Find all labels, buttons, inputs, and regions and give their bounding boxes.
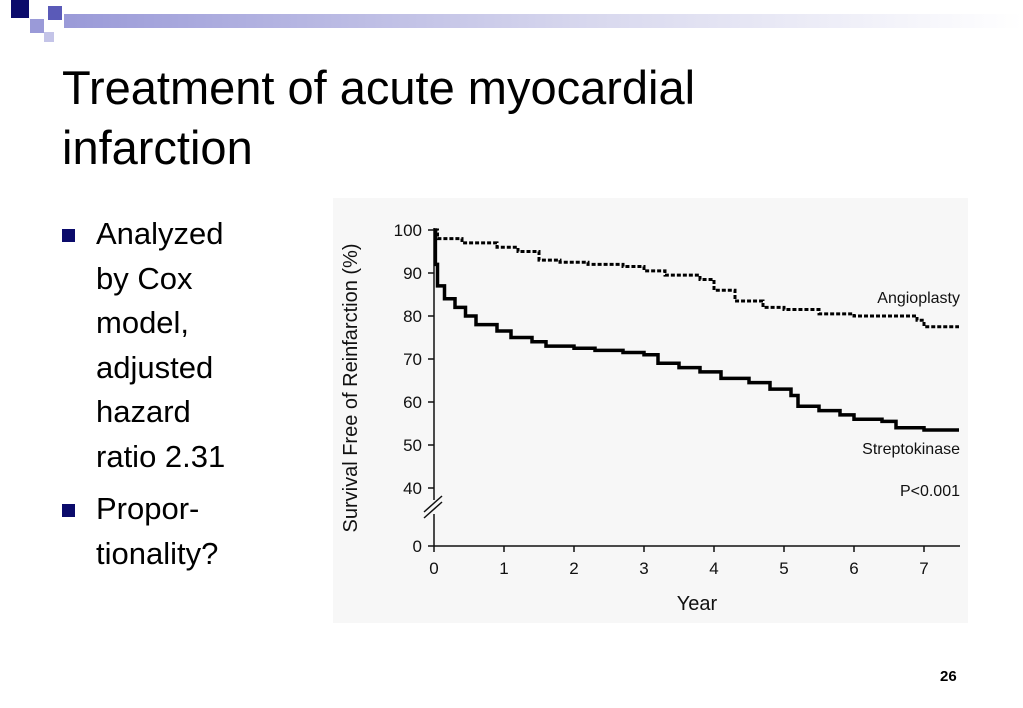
p-value-annotation: P<0.001 <box>900 483 960 500</box>
x-tick-label: 7 <box>919 559 928 578</box>
deco-square-light <box>30 19 44 33</box>
title-bar-decoration <box>11 0 1023 42</box>
deco-square-small <box>44 32 54 42</box>
series-label-streptokinase: Streptokinase <box>862 441 960 458</box>
y-tick-label: 60 <box>403 393 422 412</box>
page-number: 26 <box>940 668 957 685</box>
series-line-angioplasty <box>434 228 959 329</box>
bullet-list: Analyzed by Cox model, adjusted hazard r… <box>62 212 332 584</box>
title-bar-gradient <box>64 14 1023 28</box>
deco-square-mid <box>48 6 62 20</box>
deco-square-dark <box>11 0 29 18</box>
x-tick-label: 3 <box>639 559 648 578</box>
axis-break-mark <box>423 501 443 519</box>
y-tick-label: 80 <box>403 307 422 326</box>
x-tick-label: 2 <box>569 559 578 578</box>
y-tick-label: 0 <box>413 537 422 556</box>
bullet-text: Propor- tionality? <box>96 491 219 571</box>
series-line-streptokinase <box>433 228 959 432</box>
bullet-item: Analyzed by Cox model, adjusted hazard r… <box>62 212 332 479</box>
bullet-square-icon <box>62 229 75 242</box>
x-tick-label: 5 <box>779 559 788 578</box>
y-tick-label: 100 <box>394 221 422 240</box>
bullet-text: Analyzed by Cox model, adjusted hazard r… <box>96 216 226 474</box>
x-tick-label: 0 <box>429 559 438 578</box>
y-tick-label: 50 <box>403 436 422 455</box>
bullet-square-icon <box>62 504 75 517</box>
survival-chart: 0 40 50 60 70 80 90 100 0 1 2 3 4 5 6 7 Survival Free o… <box>333 198 968 623</box>
x-tick-label: 6 <box>849 559 858 578</box>
y-tick-label: 70 <box>403 350 422 369</box>
series-label-angioplasty: Angioplasty <box>877 290 960 307</box>
x-axis-label: Year <box>677 593 718 615</box>
axis-break-mark <box>423 495 443 513</box>
slide-title: Treatment of acute myocardial infarction <box>62 61 696 174</box>
y-axis-label: Survival Free of Reinfarction (%) <box>340 244 362 533</box>
y-tick-label: 40 <box>403 479 422 498</box>
chart-background <box>333 198 968 623</box>
x-tick-label: 1 <box>499 559 508 578</box>
bullet-item: Propor- tionality? <box>62 487 332 576</box>
y-tick-label: 90 <box>403 264 422 283</box>
x-tick-label: 4 <box>709 559 718 578</box>
